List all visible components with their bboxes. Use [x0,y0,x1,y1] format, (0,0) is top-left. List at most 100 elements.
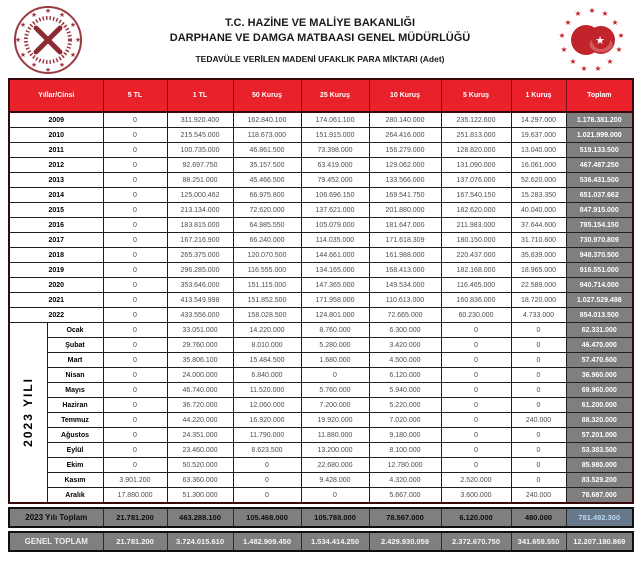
svg-text:★: ★ [575,9,582,18]
value-cell: 1.680.000 [300,352,370,368]
value-cell: 24.351.000 [166,427,234,443]
total-value-cell: 6.120.000 [440,507,512,528]
grand-total-label: GENEL TOPLAM [8,531,104,552]
value-cell: 46.740.000 [166,382,234,398]
value-cell: 14.220.000 [232,322,302,338]
row-total-cell: 467.487.250 [565,157,634,173]
total-value-cell: 78.567.000 [368,507,442,528]
svg-text:★: ★ [45,66,51,74]
value-cell: 8.010.000 [232,337,302,353]
coin-production-table: Yıllar/Cinsi 5 TL 1 TL 50 Kuruş 25 Kuruş 10 K… [8,78,634,504]
year-row-2009: 2009 0 311.920.400 162.840.100 174.061.100 28… [8,111,634,128]
document-header: ★ ★ ★ ★ ★ ★ ★ ★ ★ ★ ★ ★ T.C. HAZİNE VE MALİYE BA… [0,0,640,78]
value-cell: 114.035.000 [300,232,370,248]
value-cell: 0 [440,352,512,368]
value-cell: 235.122.600 [440,111,512,128]
month-row-Nisan: Nisan 0 24.000.000 6.840.000 0 6.120.000 0 0 36.… [9,367,634,383]
value-cell: 60.230.000 [440,307,512,323]
value-cell: 16.920.000 [232,412,302,428]
value-cell: 3.420.000 [368,337,442,353]
value-cell: 5.940.000 [368,382,442,398]
svg-text:★: ★ [589,6,596,15]
month-label: Ağustos [46,427,104,443]
value-cell: 156.279.000 [368,142,442,158]
value-cell: 33.051.000 [166,322,234,338]
value-cell: 0 [232,487,302,504]
value-cell: 0 [102,217,168,233]
value-cell: 36.720.000 [166,397,234,413]
value-cell: 35.157.500 [232,157,302,173]
value-cell: 0 [510,397,567,413]
year-label: 2017 [8,232,104,248]
value-cell: 45.466.500 [232,172,302,188]
value-cell: 7.020.000 [368,412,442,428]
value-cell: 0 [510,457,567,473]
value-cell: 0 [102,367,168,383]
row-total-cell: 651.037.662 [565,187,634,203]
value-cell: 0 [102,187,168,203]
value-cell: 35.839.000 [510,247,567,263]
value-cell: 37.644.600 [510,217,567,233]
month-row-Ekim: Ekim 0 50.520.000 0 22.680.000 12.780.000 0 0 85… [9,457,634,473]
value-cell: 0 [102,142,168,158]
svg-text:★: ★ [31,11,37,19]
value-cell: 5.667.000 [368,487,442,504]
value-cell: 0 [102,247,168,263]
row-total-cell: 785.154.150 [565,217,634,233]
value-cell: 44.220.000 [166,412,234,428]
grand-total-value-cell: 12.207.180.869 [565,531,634,552]
value-cell: 7.200.000 [300,397,370,413]
value-cell: 19.637.000 [510,127,567,143]
value-cell: 433.556.000 [166,307,234,323]
svg-text:★: ★ [618,31,625,40]
value-cell: 0 [510,367,567,383]
value-cell: 201.880.000 [368,202,442,218]
value-cell: 4.320.000 [368,472,442,488]
value-cell: 0 [440,427,512,443]
value-cell: 0 [510,322,567,338]
value-cell: 0 [232,472,302,488]
column-header: 5 TL [102,78,168,113]
document-subtitle: TEDAVÜLE VERİLEN MADENİ UFAKLIK PARA MİK… [195,54,445,65]
value-cell: 0 [102,442,168,458]
value-cell: 0 [102,397,168,413]
svg-text:★: ★ [565,18,572,27]
value-cell: 265.375.000 [166,247,234,263]
value-cell: 0 [440,382,512,398]
value-cell: 12.780.000 [368,457,442,473]
value-cell: 128.820.000 [440,142,512,158]
value-cell: 100.735.000 [166,142,234,158]
value-cell: 13.040.000 [510,142,567,158]
value-cell: 0 [440,322,512,338]
value-cell: 0 [102,322,168,338]
value-cell: 182.168.000 [440,262,512,278]
year-label: 2016 [8,217,104,233]
year-row-2010: 2010 0 215.545.000 118.673.000 151.915.000 26… [8,127,634,143]
value-cell: 296.285.000 [166,262,234,278]
value-cell: 0 [102,127,168,143]
value-cell: 9.428.000 [300,472,370,488]
year-row-2015: 2015 0 213.134.000 72.620.000 137.621.000 201… [8,202,634,218]
value-cell: 0 [102,157,168,173]
value-cell: 22.589.000 [510,277,567,293]
value-cell: 180.150.000 [440,232,512,248]
value-cell: 151.852.500 [232,292,302,308]
value-cell: 8.760.000 [300,322,370,338]
value-cell: 18.965.000 [510,262,567,278]
value-cell: 0 [510,427,567,443]
svg-text:★: ★ [570,57,577,66]
year-row-2020: 2020 0 353.646.000 151.115.000 147.365.000 14… [8,277,634,293]
value-cell: 131.090.000 [440,157,512,173]
value-cell: 167.540.150 [440,187,512,203]
year-2023-total-label: 2023 Yılı Toplam [8,507,104,528]
value-cell: 147.365.000 [300,277,370,293]
value-cell: 0 [440,337,512,353]
row-total-cell: 69.960.000 [565,382,634,398]
svg-text:★: ★ [20,21,26,29]
svg-text:★: ★ [70,51,76,59]
svg-text:★: ★ [70,21,76,29]
grand-total-value-cell: 1.482.909.450 [232,531,302,552]
grand-total-value-cell: 2.372.670.750 [440,531,512,552]
total-value-cell: 105.468.000 [232,507,302,528]
value-cell: 264.416.000 [368,127,442,143]
